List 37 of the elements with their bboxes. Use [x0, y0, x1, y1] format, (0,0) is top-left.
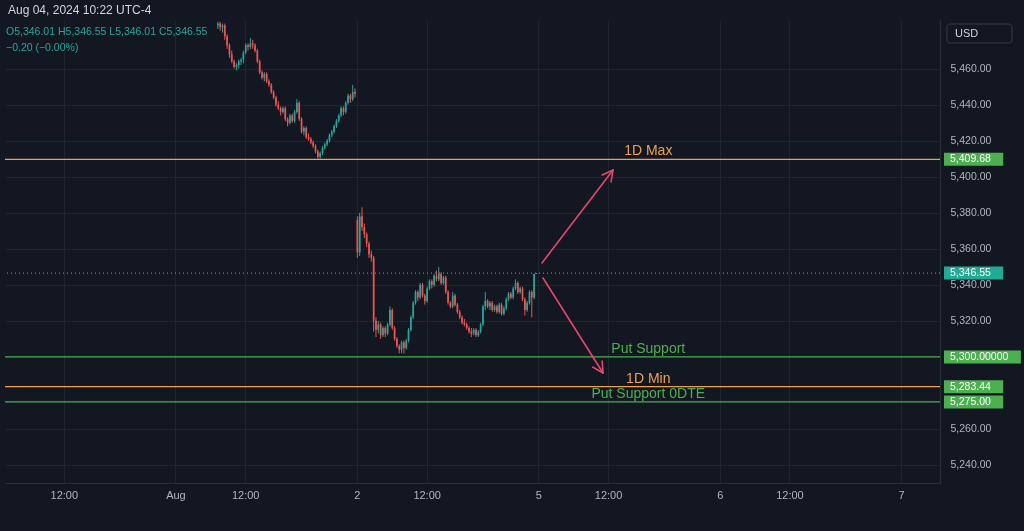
x-tick-label: 12:00 [413, 488, 441, 501]
candlestick [354, 87, 356, 98]
text: 5,283.44 [950, 379, 992, 392]
text: 5,275.00 [950, 394, 992, 407]
text: 5,409.68 [950, 152, 992, 165]
text: 5,346.55 [950, 266, 992, 279]
y-tick-label: 5,420.00 [950, 134, 992, 147]
annotation: O5,346.01 H5,346.55 L5,346.01 C5,346.55 −0.20 (−0.00%) [6, 25, 208, 53]
candlestick [247, 42, 249, 52]
ref-line-label: 1D Min [626, 369, 671, 386]
x-tick-label: 6 [717, 488, 724, 501]
text: 5,300.00000 [950, 349, 1009, 362]
y-tick-label: 5,400.00 [950, 170, 992, 183]
x-tick-label: 2 [354, 488, 361, 501]
y-tick-label: 5,320.00 [950, 314, 992, 327]
candlestick [468, 325, 470, 334]
x-tick-label: 7 [898, 488, 905, 501]
x-tick-label: Aug [166, 488, 186, 501]
y-tick-label: 5,340.00 [950, 278, 992, 291]
x-tick-label: 12:00 [231, 488, 260, 501]
y-tick-label: 5,360.00 [950, 242, 992, 255]
x-tick-label: 12:00 [776, 488, 804, 501]
y-tick-label: 5,460.00 [950, 62, 992, 75]
y-tick-label: 5,380.00 [950, 206, 992, 219]
ref-line-label: Put Support [611, 339, 686, 356]
y-tick-label: 5,440.00 [950, 98, 992, 111]
x-tick-label: 12:00 [594, 488, 623, 501]
y-tick-label: 5,260.00 [950, 422, 992, 435]
candlestick [303, 125, 305, 136]
x-tick-label: 5 [535, 488, 542, 501]
y-tick-label: 5,240.00 [950, 458, 992, 471]
y-axis-title: USD [955, 26, 979, 39]
ref-line-label: Put Support 0DTE [591, 384, 706, 401]
text: Aug 04, 2024 10:22 UTC-4 [8, 3, 152, 17]
candlestick [333, 123, 335, 134]
ref-line-label: 1D Max [624, 142, 673, 159]
x-tick-label: 12:00 [50, 488, 79, 501]
